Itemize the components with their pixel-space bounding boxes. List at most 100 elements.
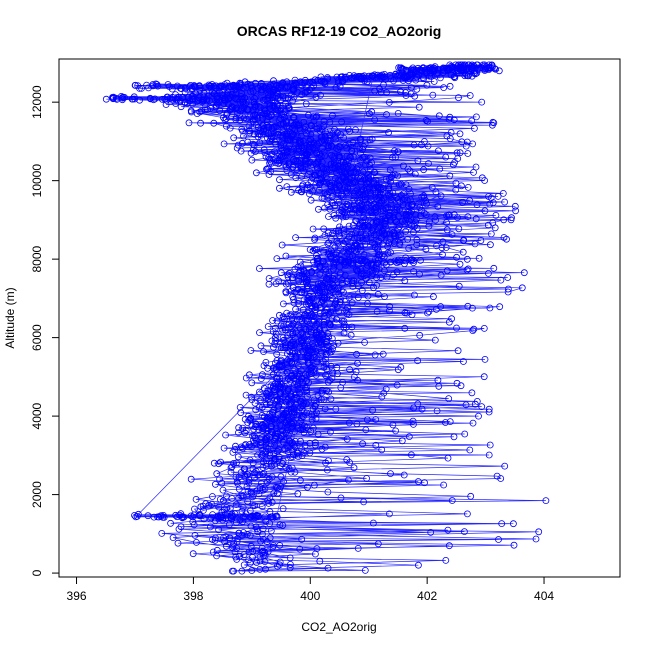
data-point <box>332 214 340 222</box>
data-point <box>369 519 377 527</box>
data-point <box>280 113 288 121</box>
data-point <box>332 258 340 266</box>
data-point <box>446 82 454 90</box>
data-point <box>259 547 267 555</box>
data-point <box>303 483 311 491</box>
data-point <box>352 265 360 273</box>
data-point <box>323 329 331 337</box>
data-point <box>263 434 271 442</box>
data-point <box>316 263 324 271</box>
data-point <box>271 441 279 449</box>
data-point <box>324 74 331 81</box>
data-point <box>347 331 355 339</box>
data-point <box>342 213 350 221</box>
data-point <box>341 209 349 217</box>
data-point <box>244 471 252 479</box>
data-point <box>450 116 458 124</box>
data-point <box>362 230 370 238</box>
data-point <box>249 465 257 473</box>
data-point <box>340 248 347 256</box>
data-point <box>389 228 397 236</box>
data-point <box>384 242 392 250</box>
data-point <box>192 495 200 503</box>
data-point <box>460 237 467 245</box>
data-point <box>221 94 229 102</box>
data-point <box>237 147 245 155</box>
plot-frame <box>58 58 621 578</box>
data-point <box>222 431 230 439</box>
data-point <box>464 213 472 221</box>
data-point <box>359 270 367 278</box>
data-point <box>307 136 315 144</box>
data-point <box>389 172 396 180</box>
data-point <box>392 427 400 435</box>
data-point <box>222 492 230 500</box>
data-point <box>477 64 485 71</box>
data-point <box>270 123 278 131</box>
data-point <box>257 480 265 487</box>
data-point <box>324 457 332 465</box>
data-point <box>288 446 296 453</box>
data-point <box>368 272 376 280</box>
data-point <box>381 229 389 237</box>
data-point <box>504 285 512 293</box>
data-point <box>383 111 390 118</box>
data-point <box>389 154 396 161</box>
data-point <box>264 497 272 505</box>
data-point <box>211 537 219 544</box>
data-point <box>424 117 432 125</box>
data-point <box>312 415 320 423</box>
data-point <box>302 100 310 108</box>
data-point <box>289 422 297 430</box>
data-point <box>400 471 408 479</box>
x-tick-label: 398 <box>183 589 203 603</box>
data-point <box>275 116 283 124</box>
data-point <box>437 271 445 279</box>
data-point <box>387 193 395 201</box>
data-point <box>275 453 283 461</box>
data-point <box>325 310 333 318</box>
data-point <box>207 84 215 92</box>
data-point <box>318 163 326 171</box>
data-point <box>433 69 440 77</box>
data-point <box>377 88 385 96</box>
data-point <box>250 474 258 482</box>
data-point <box>285 159 293 167</box>
data-point <box>238 443 246 451</box>
data-point <box>401 277 409 285</box>
data-point <box>393 206 401 214</box>
data-point <box>440 67 448 75</box>
data-point <box>425 308 433 316</box>
data-point <box>449 161 457 169</box>
data-point <box>263 118 271 126</box>
data-point <box>312 302 320 310</box>
data-point <box>241 513 249 521</box>
data-point <box>246 559 254 567</box>
data-point <box>297 414 305 422</box>
data-point <box>311 345 319 353</box>
data-point <box>150 96 158 104</box>
data-point <box>208 493 216 500</box>
data-point <box>268 498 276 506</box>
data-point <box>500 216 508 224</box>
y-tick-label: 12000 <box>30 85 44 119</box>
data-point <box>399 162 407 170</box>
data-point <box>468 65 475 73</box>
data-point <box>322 335 330 343</box>
data-point <box>343 435 351 443</box>
data-point <box>369 72 377 80</box>
data-point <box>437 192 445 200</box>
data-point <box>271 138 279 146</box>
data-point <box>212 534 219 542</box>
data-point <box>222 122 230 130</box>
data-point <box>456 149 464 157</box>
data-point <box>287 373 295 380</box>
data-point <box>443 226 451 234</box>
data-point <box>324 378 332 386</box>
data-point <box>398 66 406 73</box>
data-point <box>457 182 465 190</box>
data-point <box>272 434 280 442</box>
data-point <box>272 280 280 288</box>
data-point <box>258 544 266 552</box>
data-point <box>382 261 390 269</box>
